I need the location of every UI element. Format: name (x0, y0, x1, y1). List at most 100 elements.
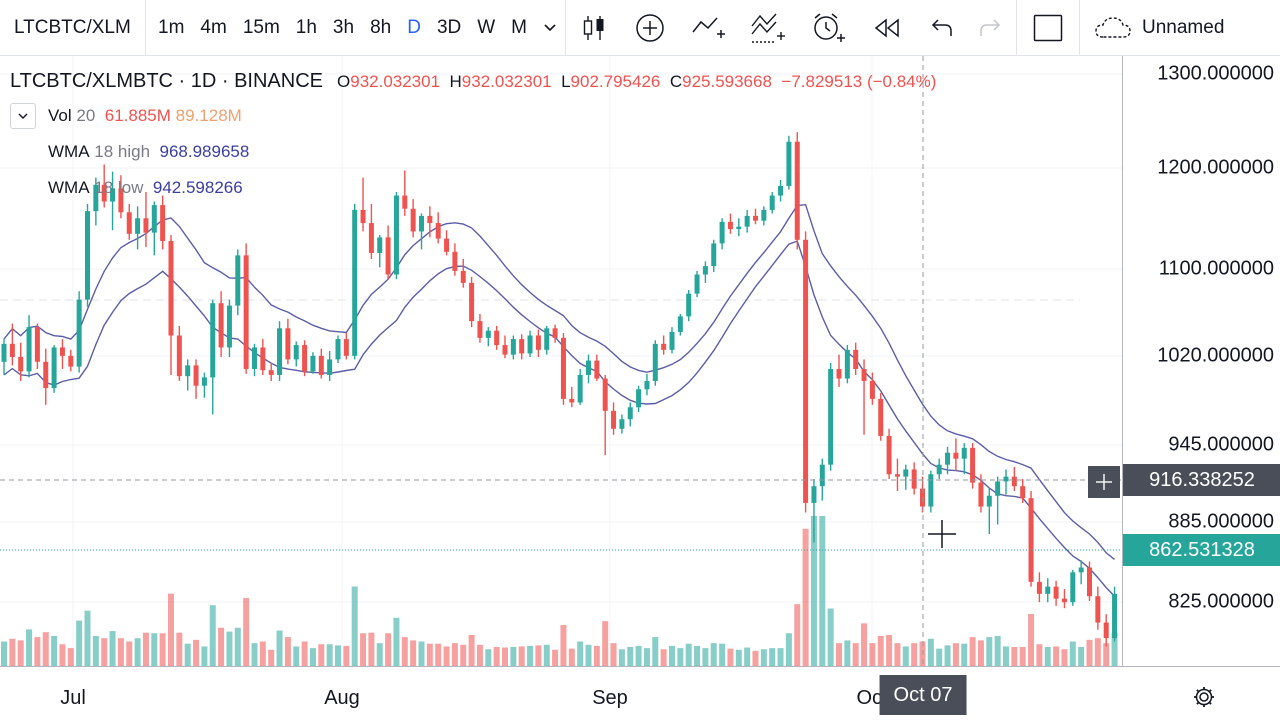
candle (393, 191, 399, 280)
interval-1m[interactable]: 1m (158, 16, 185, 38)
candle (419, 213, 424, 250)
volume-bar (134, 638, 141, 666)
volume-bar (243, 598, 250, 666)
candle (1011, 467, 1017, 491)
volume-bar (351, 586, 358, 666)
volume-bar (1078, 647, 1085, 666)
candle-body (318, 355, 324, 375)
candle (544, 325, 550, 355)
volume-bar (1003, 646, 1009, 666)
add-alert-marker[interactable] (1088, 466, 1120, 498)
candle-body (853, 349, 859, 369)
interval-3h[interactable]: 3h (332, 16, 355, 38)
legend-collapse-button[interactable] (10, 103, 36, 129)
candle-body (811, 486, 817, 503)
volume-bar (117, 638, 124, 666)
candle-body (110, 188, 116, 202)
candle (1087, 561, 1092, 602)
interval-M[interactable]: M (511, 16, 527, 38)
volume-bar (268, 649, 275, 666)
candle-body (101, 184, 107, 202)
interval-3D[interactable]: 3D (436, 16, 462, 38)
candle-body (694, 274, 700, 294)
price-axis[interactable]: 1300.000000 1200.000000 1100.000000 1020… (1122, 56, 1280, 666)
volume-bar (126, 641, 133, 666)
replay-button[interactable] (858, 0, 916, 56)
candle-body (627, 407, 633, 420)
candle (995, 476, 1001, 525)
candle (343, 333, 349, 360)
indicators-button[interactable] (678, 0, 738, 56)
undo-button[interactable] (916, 0, 968, 56)
volume-bar (201, 646, 208, 666)
compare-symbol-button[interactable] (622, 0, 678, 56)
fullscreen-button[interactable] (1017, 0, 1079, 56)
volume-bar (401, 637, 408, 666)
candle (1070, 569, 1076, 606)
axis-settings-button[interactable] (1190, 683, 1218, 711)
time-tick: Sep (592, 687, 628, 709)
candles (1, 132, 1118, 647)
volume-bar (1011, 647, 1018, 666)
symbol-search-button[interactable]: LTCBTC/XLM (0, 0, 146, 56)
candle-body (686, 293, 692, 317)
interval-8h[interactable]: 8h (370, 16, 392, 38)
candle-body (368, 223, 374, 253)
candle-body (903, 469, 909, 477)
crosshair-cursor (928, 520, 956, 548)
volume-bar (276, 630, 283, 666)
interval-D[interactable]: D (407, 16, 421, 38)
rewind-icon (874, 17, 899, 38)
volume-bar (760, 649, 767, 666)
candle-body (995, 481, 1001, 496)
volume-bar (1086, 639, 1093, 666)
volume-bar (994, 636, 1001, 666)
volume-bar (343, 645, 350, 666)
candle (452, 243, 458, 276)
top-toolbar: LTCBTC/XLM 1m 4m 15m 1h 3h 8h D 3D W M (0, 0, 1280, 56)
interval-4m[interactable]: 4m (200, 16, 227, 38)
volume-bar (819, 516, 826, 666)
volume-bar (543, 644, 550, 666)
symbol-label: LTCBTC/XLM (14, 16, 131, 38)
volume-bar (785, 633, 792, 666)
candle (135, 206, 141, 250)
candle-body (961, 447, 967, 459)
volume-bar (986, 637, 993, 666)
volume-bar (385, 633, 392, 666)
interval-W[interactable]: W (477, 16, 496, 38)
strategy-button[interactable] (738, 0, 798, 56)
candle (552, 324, 558, 343)
interval-1h[interactable]: 1h (295, 16, 317, 38)
candle-body (469, 282, 475, 322)
candle (201, 372, 207, 398)
candle-body (168, 241, 174, 336)
price-chart[interactable] (0, 56, 1122, 666)
price-tick: 825.000000 (1168, 590, 1274, 613)
candle-body (243, 255, 249, 369)
candle-body (59, 347, 65, 356)
time-axis[interactable]: Jul Aug Sep Oct Oct 07 (0, 666, 1280, 720)
chart-type-button[interactable] (566, 0, 622, 56)
candle-body (460, 270, 466, 283)
volume-bar (26, 629, 33, 666)
candle-body (201, 377, 207, 386)
redo-button[interactable] (968, 0, 1012, 56)
volume-bar (518, 646, 525, 666)
candle-body (427, 215, 433, 224)
interval-15m[interactable]: 15m (242, 16, 280, 38)
interval-dropdown[interactable] (535, 0, 565, 56)
candle-body (151, 205, 157, 233)
candle (894, 458, 900, 491)
candle (185, 359, 191, 391)
volume-bar (76, 620, 83, 666)
candle-body (519, 339, 525, 354)
volume-bar (251, 643, 258, 666)
candle-body (577, 374, 583, 403)
undo-icon (931, 18, 952, 36)
volume-bar (360, 633, 367, 666)
candle-body (611, 410, 617, 429)
alert-button[interactable] (798, 0, 858, 56)
layout-name-button[interactable]: Unnamed (1080, 0, 1224, 56)
volume-bar (844, 640, 851, 666)
